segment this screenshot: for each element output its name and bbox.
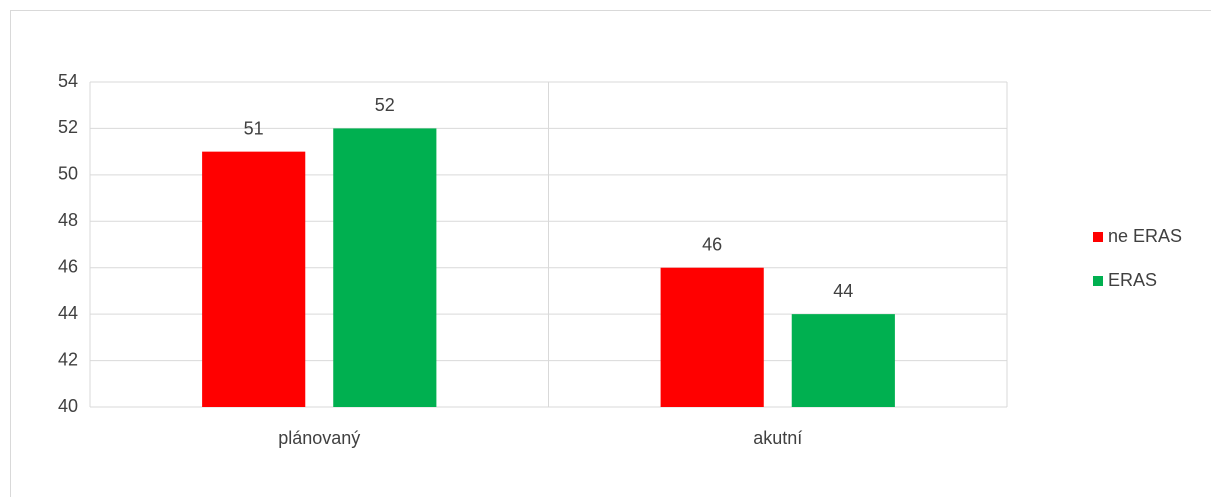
bar <box>660 267 764 407</box>
y-tick-label: 46 <box>58 256 78 276</box>
data-label: 44 <box>833 281 853 301</box>
bar <box>202 151 306 407</box>
data-label: 52 <box>375 95 395 115</box>
y-tick-label: 44 <box>58 303 78 323</box>
y-tick-label: 52 <box>58 117 78 137</box>
y-tick-label: 42 <box>58 349 78 369</box>
x-tick-label: akutní <box>753 428 802 448</box>
legend-swatch <box>1093 276 1103 286</box>
bar <box>791 314 895 407</box>
legend-label: ne ERAS <box>1108 226 1182 246</box>
chart-frame <box>10 10 1211 497</box>
y-tick-label: 40 <box>58 396 78 416</box>
y-tick-label: 48 <box>58 210 78 230</box>
y-tick-label: 54 <box>58 71 78 91</box>
x-tick-label: plánovaný <box>278 428 360 448</box>
data-label: 46 <box>702 234 722 254</box>
bar <box>333 128 437 407</box>
data-label: 51 <box>244 118 264 138</box>
legend-label: ERAS <box>1108 270 1157 290</box>
y-tick-label: 50 <box>58 164 78 184</box>
legend-swatch <box>1093 232 1103 242</box>
